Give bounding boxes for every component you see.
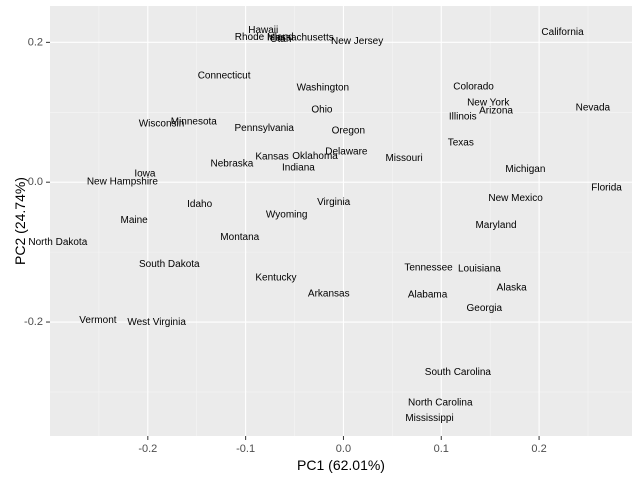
point-label: Arizona xyxy=(479,105,513,116)
point-label: Maine xyxy=(120,215,148,226)
point-label: Ohio xyxy=(311,105,333,116)
point-label: Wyoming xyxy=(266,210,308,221)
axis-ticks: -0.2 -0.1 0.0 0.1 0.2 -0.2 0.0 0.2 xyxy=(24,36,547,455)
point-label: Nebraska xyxy=(211,159,254,170)
point-label: Pennsylvania xyxy=(234,123,294,134)
x-tick-label: 0.1 xyxy=(434,443,449,455)
point-label: Kansas xyxy=(255,152,288,163)
point-label: Arkansas xyxy=(308,289,350,300)
point-label: Alaska xyxy=(497,282,527,293)
point-label: Hawaii xyxy=(248,25,278,36)
point-label: South Dakota xyxy=(139,259,200,270)
point-label: Vermont xyxy=(79,315,116,326)
point-label: New York xyxy=(467,98,510,109)
point-label: Michigan xyxy=(505,164,545,175)
point-label: Minnesota xyxy=(171,117,218,128)
point-label: Texas xyxy=(448,138,474,149)
point-label: California xyxy=(541,27,584,38)
y-axis-title: PC2 (24.74%) xyxy=(12,177,28,265)
point-label: Alabama xyxy=(408,289,448,300)
y-tick-label: 0.2 xyxy=(28,36,43,48)
point-label: Tennessee xyxy=(404,263,453,274)
point-label: Rhode Island xyxy=(235,32,294,43)
point-label: West Virginia xyxy=(127,317,186,328)
x-axis-title: PC1 (62.01%) xyxy=(297,457,385,473)
y-tick-label: -0.2 xyxy=(24,316,43,328)
point-label: Oklahoma xyxy=(292,151,338,162)
point-label: Nevada xyxy=(576,103,611,114)
grid-lines xyxy=(50,6,632,436)
point-label: Delaware xyxy=(325,147,368,158)
point-label: New Mexico xyxy=(488,193,543,204)
point-label: Montana xyxy=(220,232,259,243)
point-label: Virginia xyxy=(317,197,351,208)
y-tick-label: 0.0 xyxy=(28,176,43,188)
point-label: Utah xyxy=(270,34,291,45)
plot-panel xyxy=(50,6,632,436)
point-label: Connecticut xyxy=(198,70,251,81)
point-label: Iowa xyxy=(134,168,156,179)
point-label: Colorado xyxy=(453,82,494,93)
point-label: Maryland xyxy=(475,220,516,231)
point-label: Missouri xyxy=(385,153,422,164)
point-label: Idaho xyxy=(187,199,212,210)
point-label: Louisiana xyxy=(458,263,501,274)
point-label: New Hampshire xyxy=(87,177,159,188)
point-label: North Carolina xyxy=(408,398,473,409)
point-label: South Carolina xyxy=(425,367,492,378)
point-label: New Jersey xyxy=(331,36,383,47)
point-label: Mississippi xyxy=(405,413,453,424)
point-label: Wisconsin xyxy=(139,119,185,130)
point-label: North Dakota xyxy=(28,237,87,248)
point-label: Washington xyxy=(297,82,349,93)
point-label: Oregon xyxy=(332,126,365,137)
x-tick-label: -0.1 xyxy=(236,443,255,455)
x-tick-label: 0.2 xyxy=(531,443,546,455)
point-label: Illinois xyxy=(449,112,477,123)
point-label: Kentucky xyxy=(255,272,296,283)
x-tick-label: -0.2 xyxy=(138,443,157,455)
point-label: Indiana xyxy=(282,163,315,174)
x-tick-label: 0.0 xyxy=(336,443,351,455)
point-label: Georgia xyxy=(467,303,503,314)
point-label: Florida xyxy=(591,182,622,193)
point-label: Massachusetts xyxy=(267,33,334,44)
